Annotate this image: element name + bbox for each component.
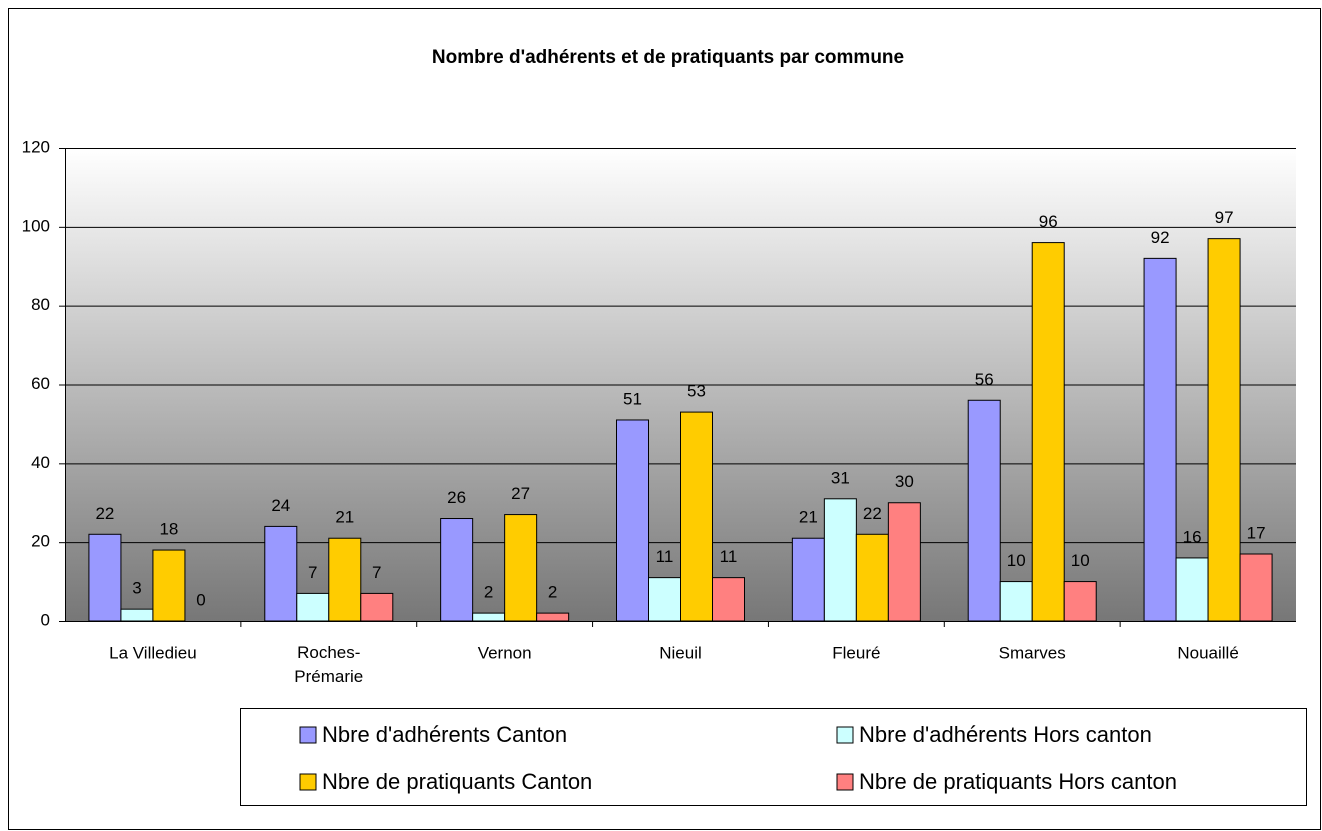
bar bbox=[887, 502, 921, 622]
data-label: 16 bbox=[1183, 527, 1202, 546]
bar bbox=[440, 518, 474, 622]
bar bbox=[360, 592, 394, 622]
bar bbox=[1031, 242, 1065, 622]
bar bbox=[791, 537, 825, 622]
x-tick-label: Vernon bbox=[478, 643, 532, 662]
data-label: 92 bbox=[1151, 228, 1170, 247]
bar bbox=[472, 612, 506, 622]
data-label: 7 bbox=[372, 563, 381, 582]
y-tick-label: 40 bbox=[31, 453, 50, 472]
data-label: 56 bbox=[975, 370, 994, 389]
chart-title: Nombre d'adhérents et de pratiquants par… bbox=[432, 47, 904, 68]
bar bbox=[855, 533, 889, 622]
data-label: 24 bbox=[271, 496, 290, 515]
bar bbox=[88, 533, 122, 622]
legend-swatch bbox=[299, 773, 317, 791]
data-label: 0 bbox=[196, 590, 205, 609]
y-tick-label: 60 bbox=[31, 374, 50, 393]
bar bbox=[616, 419, 649, 622]
y-tick-label: 0 bbox=[41, 610, 50, 629]
data-label: 96 bbox=[1039, 212, 1058, 231]
data-label: 17 bbox=[1247, 523, 1266, 542]
bar bbox=[264, 525, 298, 622]
bar bbox=[712, 577, 745, 622]
bar bbox=[1207, 238, 1241, 622]
y-tick-label: 20 bbox=[31, 532, 50, 551]
data-label: 10 bbox=[1007, 551, 1026, 570]
bar bbox=[1063, 581, 1097, 622]
bar bbox=[536, 612, 570, 622]
bar bbox=[823, 498, 857, 622]
bar bbox=[504, 514, 538, 622]
data-label: 21 bbox=[335, 508, 354, 527]
data-label: 53 bbox=[687, 382, 706, 401]
x-tick-label: Nouaillé bbox=[1177, 643, 1238, 662]
data-label: 21 bbox=[799, 508, 818, 527]
bar bbox=[120, 608, 154, 622]
bar bbox=[648, 577, 681, 622]
x-tick-label: Smarves bbox=[999, 643, 1066, 662]
data-label: 18 bbox=[159, 520, 178, 539]
bar bbox=[1239, 553, 1273, 622]
bar bbox=[328, 537, 362, 622]
data-label: 30 bbox=[895, 472, 914, 491]
data-label: 51 bbox=[623, 389, 642, 408]
legend-label: Nbre de pratiquants Hors canton bbox=[859, 769, 1177, 794]
data-label: 97 bbox=[1215, 208, 1234, 227]
legend-swatch bbox=[836, 726, 854, 744]
data-label: 31 bbox=[831, 468, 850, 487]
y-tick-label: 120 bbox=[22, 137, 50, 156]
data-label: 26 bbox=[447, 488, 466, 507]
data-label: 2 bbox=[484, 583, 493, 602]
x-tick-label: Fleuré bbox=[832, 643, 880, 662]
data-label: 22 bbox=[863, 504, 882, 523]
x-tick-label: Roches-Prémarie bbox=[294, 643, 363, 686]
data-label: 2 bbox=[548, 583, 557, 602]
data-label: 11 bbox=[720, 547, 738, 566]
data-label: 22 bbox=[95, 504, 114, 523]
legend-label: Nbre d'adhérents Hors canton bbox=[859, 722, 1152, 747]
bar bbox=[967, 399, 1001, 622]
bar bbox=[1143, 257, 1177, 622]
data-label: 27 bbox=[511, 484, 530, 503]
legend-swatch bbox=[299, 726, 317, 744]
bar bbox=[1175, 557, 1209, 622]
legend-swatch bbox=[836, 773, 854, 791]
x-tick-label: La Villedieu bbox=[109, 643, 197, 662]
legend-label: Nbre d'adhérents Canton bbox=[322, 722, 567, 747]
bar bbox=[152, 549, 186, 622]
bar bbox=[680, 411, 713, 622]
data-label: 7 bbox=[308, 563, 317, 582]
bar bbox=[999, 581, 1033, 622]
data-label: 10 bbox=[1071, 551, 1090, 570]
y-tick-label: 80 bbox=[31, 295, 50, 314]
legend-box bbox=[240, 708, 1307, 806]
y-tick-label: 100 bbox=[22, 216, 50, 235]
bar bbox=[296, 592, 330, 622]
data-label: 3 bbox=[132, 579, 141, 598]
x-tick-label: Nieuil bbox=[659, 643, 702, 662]
data-label: 11 bbox=[656, 547, 674, 566]
legend-label: Nbre de pratiquants Canton bbox=[322, 769, 592, 794]
